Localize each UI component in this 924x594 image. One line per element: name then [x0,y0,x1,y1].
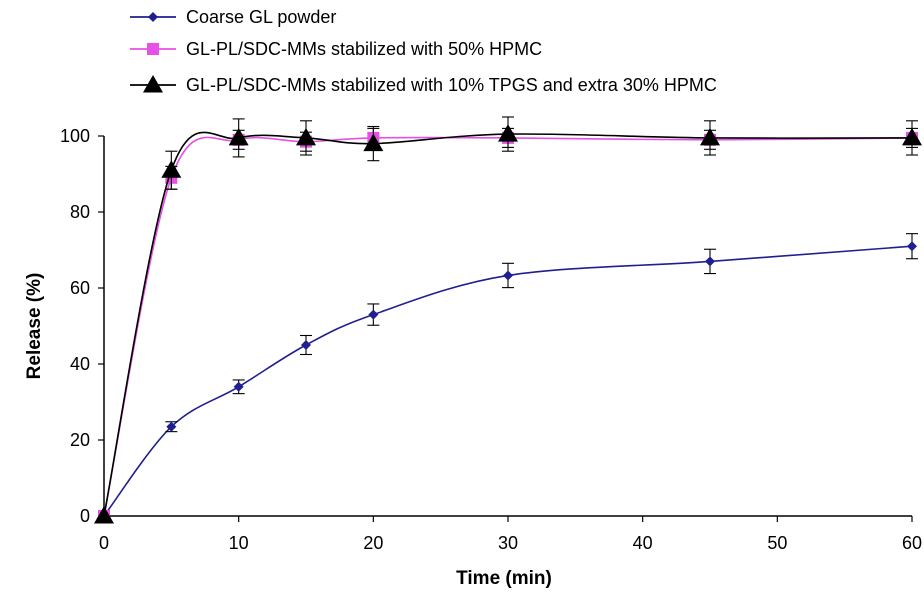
data-point [296,127,316,146]
data-point [301,340,311,350]
axes [103,136,912,517]
data-point [503,270,513,281]
legend-marker [147,43,159,55]
data-point [94,506,114,524]
data-point [705,256,715,267]
y-tick-label: 60 [70,278,90,298]
y-axis-title: Release (%) [24,273,45,380]
x-tick-label: 60 [902,533,922,553]
y-tick-label: 80 [70,202,90,222]
data-point [166,421,177,432]
legend-item-1: Coarse GL powder [130,7,336,27]
legend-label: GL-PL/SDC-MMs stabilized with 10% TPGS a… [186,75,717,95]
data-point [498,124,518,142]
x-tick-label: 50 [767,533,787,553]
legend: Coarse GL powder GL-PL/SDC-MMs stabilized… [130,7,717,95]
legend-label: GL-PL/SDC-MMs stabilized with 50% HPMC [186,39,542,59]
series-line [103,131,913,517]
x-tick-label: 0 [99,533,109,553]
data-point [228,127,249,146]
y-tick-label: 40 [70,354,90,374]
series-layer [94,116,922,524]
x-tick-label: 30 [498,533,518,553]
legend-item-3: GL-PL/SDC-MMs stabilized with 10% TPGS a… [130,75,717,95]
legend-marker [148,12,158,22]
data-point [902,127,922,146]
x-tick-label: 10 [229,533,249,553]
legend-label: Coarse GL powder [186,7,336,27]
data-point [363,133,384,152]
data-point [700,127,720,146]
series-line [103,136,913,517]
data-point [233,381,244,392]
y-tick-label: 0 [80,506,90,526]
data-point [161,160,182,178]
y-tick-label: 20 [70,430,90,450]
data-point [368,309,379,320]
series-3 [94,116,922,524]
x-tick-label: 40 [633,533,653,553]
legend-item-2: GL-PL/SDC-MMs stabilized with 50% HPMC [130,39,542,59]
legend-marker [143,75,163,93]
series-1 [99,233,918,521]
y-tick-label: 100 [60,126,90,146]
ticks: 0 10 20 30 40 50 60 0 20 40 60 80 100 [60,126,922,553]
series-2 [98,127,918,522]
x-axis-title: Time (min) [456,568,552,589]
data-point [907,241,917,252]
x-tick-label: 20 [363,533,383,553]
